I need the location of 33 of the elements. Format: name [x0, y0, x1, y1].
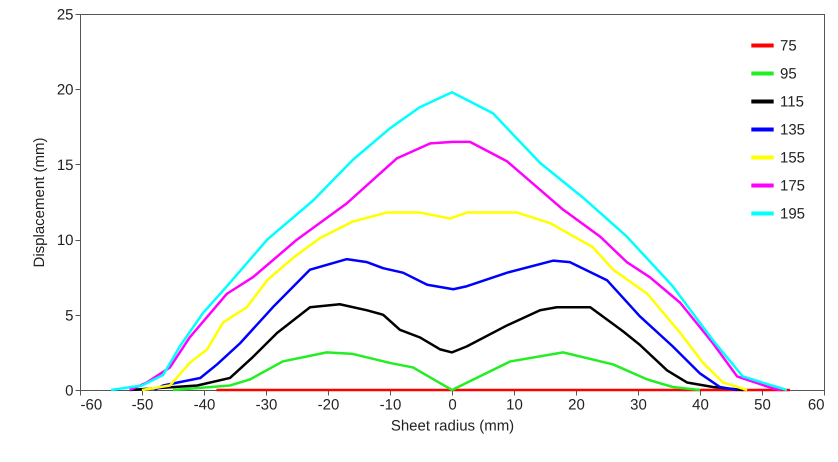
y-tick-label: 15: [56, 156, 74, 174]
x-tick-label: -20: [318, 396, 340, 414]
line-series: [153, 258, 738, 392]
y-axis-title: Displacement (mm): [30, 137, 48, 268]
x-tick-label: -40: [194, 396, 216, 414]
legend-label: 175: [780, 178, 806, 194]
y-tick-label: 10: [56, 232, 74, 250]
legend-label: 75: [780, 38, 797, 54]
x-tick-label: 0: [448, 396, 457, 414]
line-series: [128, 140, 782, 392]
x-tick-label: 30: [630, 396, 647, 414]
x-tick-label: 40: [692, 396, 709, 414]
x-tick-label: -60: [80, 396, 102, 414]
legend-label: 115: [780, 94, 804, 110]
legend-label: 155: [780, 150, 806, 166]
x-tick-label: 10: [506, 396, 523, 414]
x-axis-title: Sheet radius (mm): [390, 418, 514, 434]
y-tick-label: 0: [65, 382, 74, 400]
line-series: [172, 351, 702, 392]
legend-label: 195: [780, 206, 806, 222]
legend-label: 135: [780, 122, 806, 138]
y-tick-label: 20: [56, 82, 74, 99]
y-tick-label: 5: [65, 307, 74, 324]
x-tick-label: -50: [132, 396, 154, 414]
x-tick-label: 60: [808, 396, 824, 414]
x-tick-label: 20: [568, 396, 585, 414]
x-tick-label: -10: [380, 396, 402, 414]
line-series: [140, 211, 748, 392]
line-series: [128, 303, 745, 392]
x-tick-label: 50: [754, 396, 771, 414]
y-tick-label: 25: [56, 6, 74, 24]
legend-label: 95: [780, 66, 797, 82]
x-tick-label: -30: [256, 396, 278, 414]
